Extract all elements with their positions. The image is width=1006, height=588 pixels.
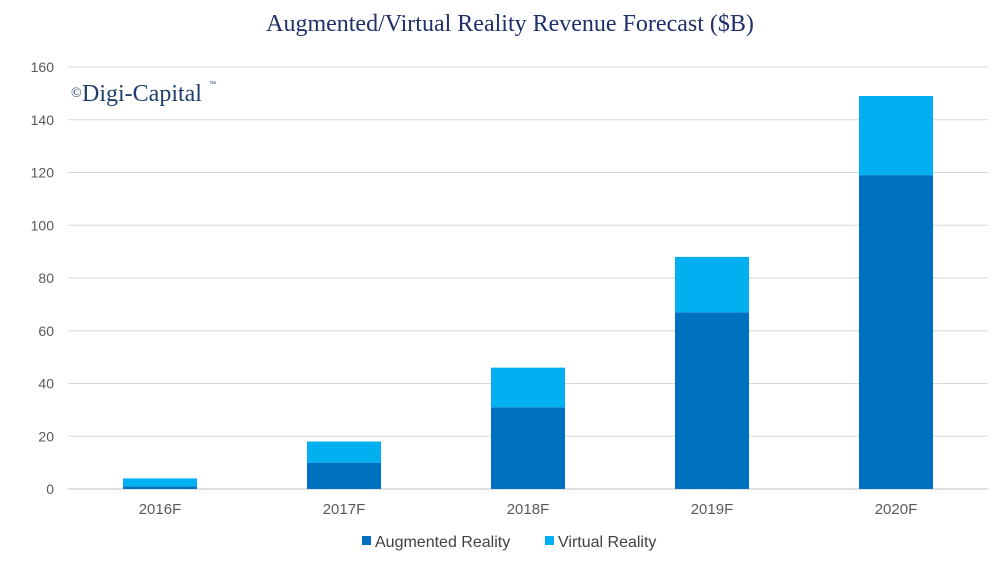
x-tick-label: 2018F — [507, 501, 550, 518]
x-tick-label: 2016F — [139, 501, 182, 518]
bar-augmented-reality-2017f — [307, 462, 381, 489]
x-tick-label: 2017F — [323, 501, 366, 518]
y-tick-label: 140 — [31, 112, 55, 128]
legend-swatch-augmented-reality — [362, 536, 371, 545]
bar-virtual-reality-2020f — [859, 96, 933, 176]
bar-augmented-reality-2019f — [675, 312, 749, 489]
digi-capital-watermark: © Digi-Capital ™ — [71, 81, 216, 107]
bar-augmented-reality-2018f — [491, 407, 565, 489]
y-tick-label: 0 — [46, 481, 54, 497]
gridlines — [68, 66, 988, 490]
y-tick-label: 120 — [31, 165, 55, 181]
y-tick-label: 20 — [38, 428, 54, 444]
bar-augmented-reality-2020f — [859, 175, 933, 489]
trademark-symbol: ™ — [209, 81, 216, 88]
y-tick-label: 100 — [31, 217, 55, 233]
bars — [123, 96, 933, 489]
y-tick-label: 160 — [31, 59, 55, 75]
x-tick-label: 2020F — [875, 501, 918, 518]
legend: Augmented Reality Virtual Reality — [362, 534, 656, 551]
bar-virtual-reality-2016f — [123, 478, 197, 487]
bar-virtual-reality-2017f — [307, 441, 381, 463]
bar-virtual-reality-2019f — [675, 256, 749, 313]
copyright-symbol: © — [71, 86, 82, 101]
y-tick-label: 40 — [38, 376, 54, 392]
watermark-text: Digi-Capital — [82, 81, 202, 107]
legend-swatch-virtual-reality — [545, 536, 554, 545]
bar-augmented-reality-2016f — [123, 486, 197, 489]
legend-label-virtual-reality: Virtual Reality — [558, 534, 656, 551]
x-tick-label: 2019F — [691, 501, 734, 518]
y-tick-label: 60 — [38, 323, 54, 339]
y-axis-ticks: 0 20 40 60 80 100 120 140 160 — [31, 59, 55, 497]
y-tick-label: 80 — [38, 270, 54, 286]
legend-label-augmented-reality: Augmented Reality — [375, 534, 510, 551]
bar-virtual-reality-2018f — [491, 367, 565, 408]
x-axis-ticks: 2016F 2017F 2018F 2019F 2020F — [139, 501, 918, 518]
chart-title: Augmented/Virtual Reality Revenue Foreca… — [266, 11, 754, 37]
